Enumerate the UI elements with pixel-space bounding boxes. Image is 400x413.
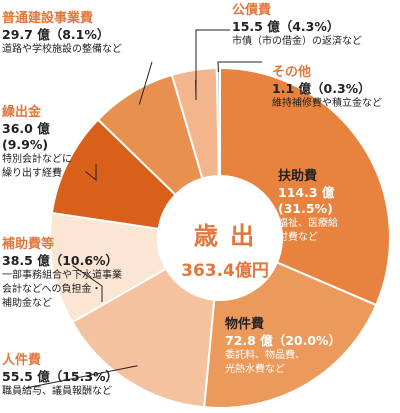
- slice-description-line: 補助金など: [2, 298, 52, 309]
- label-futsuu-kensetsu: 普通建設事業費 29.7 億（8.1%） 道路や学校施設の整備など: [2, 10, 192, 57]
- slice-description-line: 繰り出す経費: [2, 168, 62, 179]
- slice-amount: 72.8 億（20.0%）: [225, 333, 342, 348]
- label-hojohito: 補助費等 38.5 億（10.6%） 一部事務組合や下水道事業 会計などへの負担…: [2, 236, 162, 311]
- slice-description: 維持補修費や積立金など: [272, 98, 382, 109]
- slice-name: その他: [272, 65, 312, 80]
- slice-percent: (9.9%): [2, 137, 49, 152]
- leader-hojohito: [72, 265, 103, 302]
- label-kousaihi: 公債費 15.5 億（4.3%） 市債（市の借金）の返済など: [232, 2, 397, 49]
- slice-description: 道路や学校施設の整備など: [2, 44, 122, 55]
- slice-name: 人件費: [2, 353, 42, 368]
- slice-amount: 55.5 億（15.3%）: [2, 369, 119, 384]
- slice-name: 公債費: [232, 3, 272, 18]
- slice-name: 補助費等: [2, 237, 55, 252]
- leader-jinkenhi: [25, 365, 138, 389]
- slice-amount: 36.0 億: [2, 121, 50, 136]
- slice-description-line: 会計などへの負担金・: [2, 284, 102, 295]
- leader-futsuu: [138, 61, 153, 105]
- slice-description-line: 一部事務組合や下水道事業: [2, 270, 122, 281]
- slice-name: 物件費: [225, 317, 265, 332]
- label-bukkenhi: 物件費 72.8 億（20.0%） 委託料、物品費、 光熱水費など: [225, 316, 385, 377]
- slice-percent: (31.5%): [278, 201, 333, 216]
- slice-description: 職員給与、議員報酬など: [2, 386, 112, 397]
- slice-description: 市債（市の借金）の返済など: [232, 36, 362, 47]
- center-title: 歳 出: [193, 222, 257, 250]
- slice-description-line: 委託料、物品費、: [225, 350, 305, 361]
- slice-amount: 29.7 億（8.1%）: [2, 27, 110, 42]
- leader-kousaihi: [195, 29, 230, 101]
- slice-description-line: 特別会計などに: [2, 154, 72, 165]
- slice-amount: 114.3 億: [278, 185, 335, 200]
- leader-lines: [25, 29, 262, 389]
- leader-sonota: [217, 61, 262, 73]
- slice-amount: 38.5 億（10.6%）: [2, 253, 119, 268]
- leader-kuridashikin: [85, 164, 97, 182]
- slice-0: [219, 66, 391, 307]
- slice-name: 扶助費: [278, 169, 318, 184]
- slice-description: 福祉、医療給付費など: [278, 218, 338, 243]
- donut-slices: [49, 66, 391, 409]
- label-fujohi: 扶助費 114.3 億 (31.5%) 福祉、医療給付費など: [278, 168, 388, 245]
- center-total: 363.4億円: [181, 261, 269, 281]
- slice-1: [203, 261, 378, 409]
- slice-name: 普通建設事業費: [2, 11, 94, 26]
- label-jinkenhi: 人件費 55.5 億（15.3%） 職員給与、議員報酬など: [2, 352, 202, 399]
- slice-2: [70, 267, 216, 409]
- slice-amount: 15.5 億（4.3%）: [232, 19, 340, 34]
- label-kuridashikin: 繰出金 36.0 億 (9.9%) 特別会計などに 繰り出す経費: [2, 104, 112, 181]
- slice-amount: 1.1 億（0.3%）: [272, 81, 371, 96]
- label-sonota: その他 1.1 億（0.3%） 維持補修費や積立金など: [272, 64, 397, 111]
- slice-description-line: 光熱水費など: [225, 364, 285, 375]
- slice-name: 繰出金: [2, 105, 42, 120]
